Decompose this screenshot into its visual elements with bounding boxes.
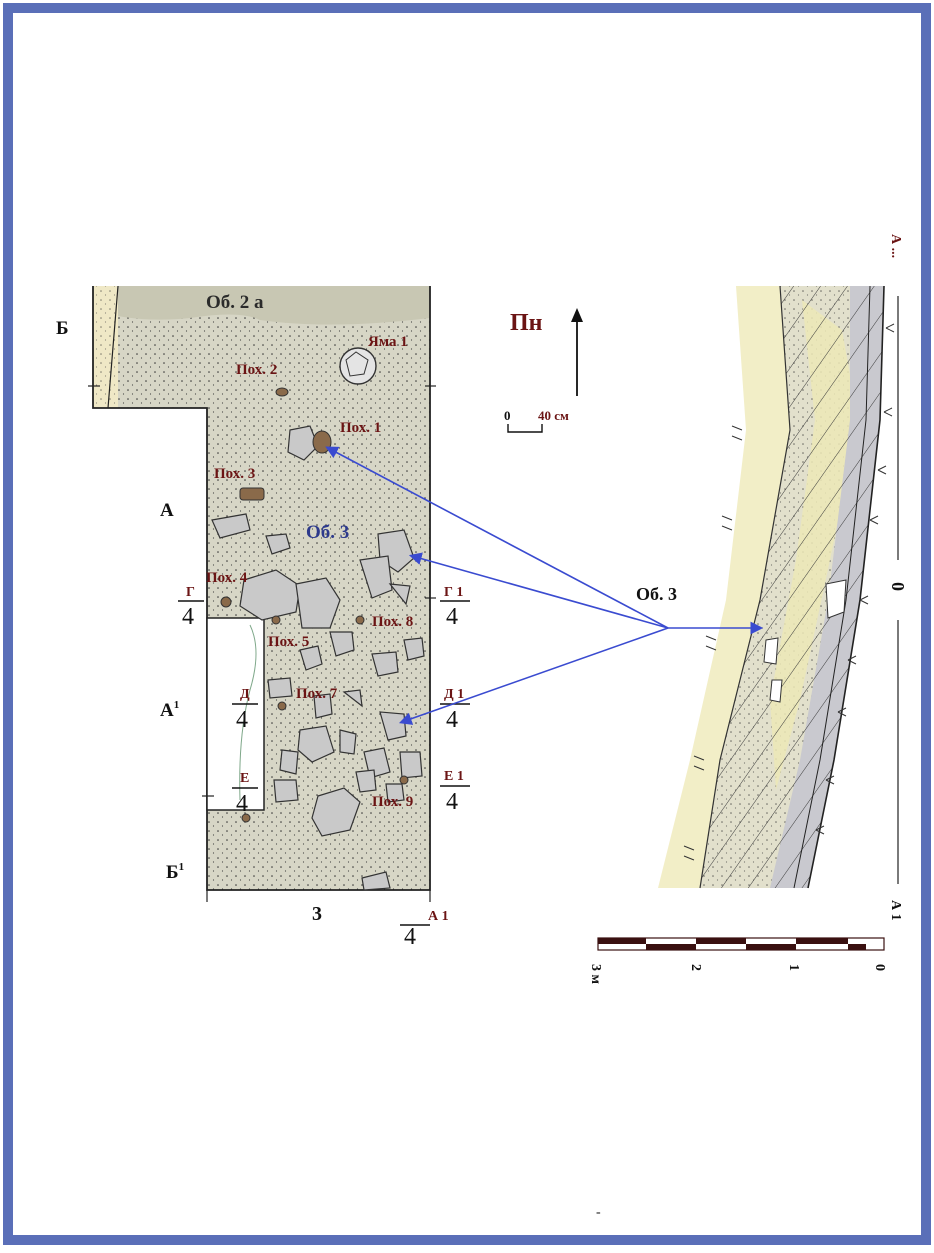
section-bottom-label: А 1 [888,900,903,921]
section-top-label: А ... [888,234,903,258]
small-scale-bar: 0 40 см [504,408,569,433]
section-profile: А ... 0 А 1 Об. 3 [636,234,908,921]
page-mark: - [596,1205,601,1220]
svg-text:Г 1: Г 1 [444,585,463,600]
section-mark-d: Д 4 [232,687,258,733]
page-frame [3,3,931,1245]
section-mark-d1: Д 1 4 [440,687,470,733]
svg-text:4: 4 [446,707,458,733]
ob2a-zone [118,286,430,325]
letter-b: Б [56,318,69,339]
north-arrow: Пн [510,308,583,396]
scale-2: 2 [688,964,703,971]
section-mark-e: Е 4 [232,771,258,817]
burial-remains [220,387,409,823]
inset-pit [206,617,265,811]
svg-text:Д: Д [240,687,250,702]
svg-text:Е 1: Е 1 [444,769,464,784]
svg-text:4: 4 [182,604,194,630]
scale-3: 3 м [588,964,603,985]
section-mark-a1: А 1 4 [400,909,449,950]
svg-text:40 см: 40 см [538,408,569,423]
burial-1-label: Пох. 1 [340,420,381,436]
svg-text:Д 1: Д 1 [444,687,464,702]
pit-1-label: Яма 1 [368,334,408,350]
burial-2-label: Пох. 2 [236,362,277,378]
burial-4-label: Пох. 4 [206,570,248,586]
svg-text:4: 4 [446,789,458,815]
svg-text:Е: Е [240,771,249,786]
scale-1: 1 [786,964,801,971]
svg-text:0: 0 [504,408,511,423]
svg-text:4: 4 [236,791,248,817]
svg-text:4: 4 [404,924,416,950]
section-zero-label: 0 [888,582,908,591]
north-label: Пн [510,310,543,336]
section-mark-g1: Г 1 4 [440,585,470,630]
letter-b1: Б1 [166,861,184,883]
svg-text:А 1: А 1 [428,909,449,924]
burial-3-label: Пох. 3 [214,466,255,482]
meter-scale-bar: 0 1 2 3 м [588,937,887,985]
ob2a-label: Об. 2 а [206,292,264,313]
burial-8-label: Пох. 8 [372,614,413,630]
svg-text:4: 4 [446,604,458,630]
svg-text:Г: Г [186,585,195,600]
letter-a1: А1 [160,699,179,721]
letter-a: А [160,500,174,521]
sand-layer [658,286,800,888]
bottom-number: 3 [312,903,322,925]
stones [211,425,425,891]
burial-9-label: Пох. 9 [372,794,413,810]
ob3-section-label: Об. 3 [636,584,677,604]
section-mark-e1: Е 1 4 [440,769,470,815]
excavation-plan: Об. 2 а Яма 1 Пох. 2 Пох. 1 Пох. 3 Об. 3… [56,285,470,950]
scale-0: 0 [872,964,887,971]
svg-text:4: 4 [236,707,248,733]
burial-5-label: Пох. 5 [268,634,309,650]
section-mark-g: Г 4 [178,585,204,630]
burial-7-label: Пох. 7 [296,686,338,702]
ob3-plan-label: Об. 3 [306,522,349,543]
ob3-pointers [325,446,764,725]
